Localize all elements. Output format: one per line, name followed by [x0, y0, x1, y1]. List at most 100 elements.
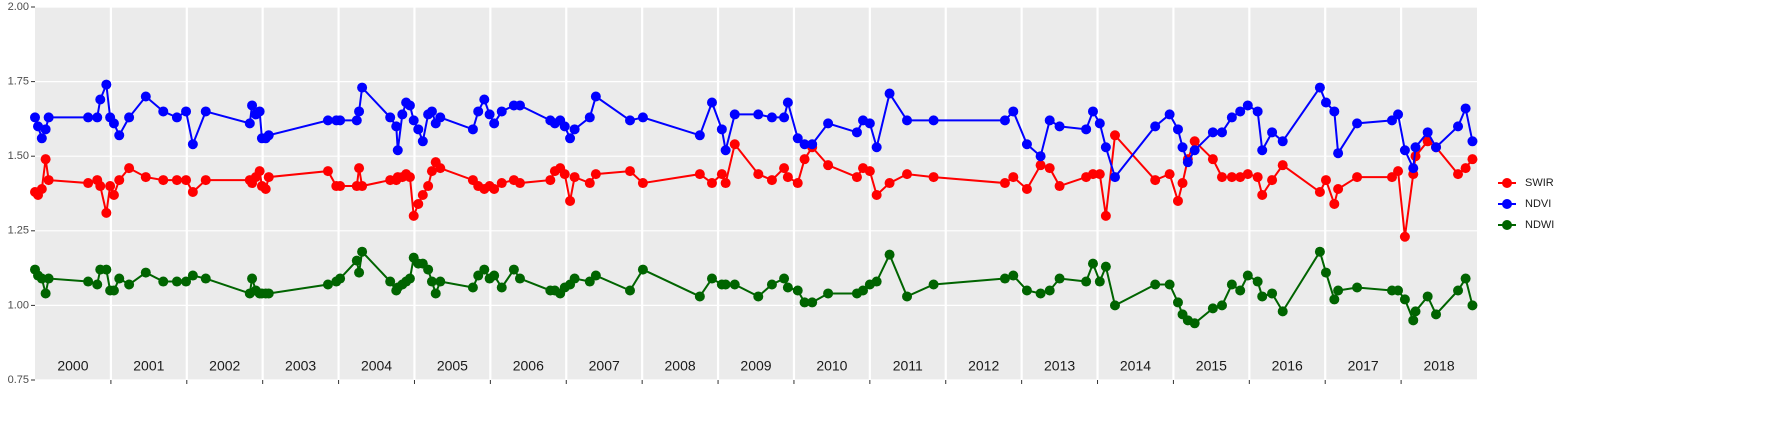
- data-point: [1035, 151, 1046, 162]
- x-band-label: 2001: [133, 358, 164, 374]
- data-point: [779, 112, 790, 123]
- data-point: [423, 181, 434, 192]
- data-point: [792, 133, 803, 144]
- data-point: [514, 178, 525, 189]
- data-point: [1422, 291, 1433, 302]
- data-point: [799, 154, 810, 165]
- x-band-label: 2002: [209, 358, 240, 374]
- data-point: [404, 273, 415, 284]
- data-point: [1333, 285, 1344, 296]
- data-point: [187, 270, 198, 281]
- data-point: [1207, 127, 1218, 138]
- data-point: [1150, 279, 1161, 290]
- data-point: [569, 172, 580, 183]
- data-point: [569, 273, 580, 284]
- data-point: [473, 106, 484, 117]
- data-point: [357, 82, 368, 93]
- data-point: [40, 154, 51, 165]
- legend-marker: [1502, 220, 1512, 230]
- data-point: [1226, 279, 1237, 290]
- data-point: [999, 115, 1010, 126]
- data-point: [1226, 112, 1237, 123]
- data-point: [694, 291, 705, 302]
- data-point: [1242, 100, 1253, 111]
- data-point: [1314, 246, 1325, 257]
- y-tick-label: 2.00: [8, 1, 29, 13]
- data-point: [625, 166, 636, 177]
- data-point: [782, 97, 793, 108]
- data-point: [779, 273, 790, 284]
- data-point: [479, 94, 490, 105]
- y-tick-label: 1.25: [8, 225, 29, 237]
- data-point: [1207, 154, 1218, 165]
- data-point: [1044, 115, 1055, 126]
- data-point: [254, 166, 265, 177]
- data-point: [397, 109, 408, 120]
- data-point: [999, 178, 1010, 189]
- data-point: [858, 285, 869, 296]
- data-point: [1393, 166, 1404, 177]
- data-point: [807, 297, 818, 308]
- data-point: [625, 115, 636, 126]
- data-point: [435, 276, 446, 287]
- data-point: [354, 163, 365, 174]
- panel: [35, 7, 1477, 380]
- data-point: [423, 264, 434, 275]
- data-point: [489, 270, 500, 281]
- data-point: [1408, 163, 1419, 174]
- data-point: [92, 279, 103, 290]
- data-point: [1100, 142, 1111, 153]
- data-point: [1150, 121, 1161, 132]
- data-point: [404, 100, 415, 111]
- data-point: [1081, 276, 1092, 287]
- data-point: [40, 288, 51, 299]
- data-point: [1094, 276, 1105, 287]
- data-point: [871, 276, 882, 287]
- data-point: [1277, 306, 1288, 317]
- data-point: [637, 112, 648, 123]
- data-point: [479, 264, 490, 275]
- data-point: [404, 172, 415, 183]
- data-point: [101, 264, 112, 275]
- data-point: [1087, 258, 1098, 269]
- data-point: [1189, 318, 1200, 329]
- data-point: [1329, 294, 1340, 305]
- data-point: [1267, 175, 1278, 186]
- data-point: [1008, 270, 1019, 281]
- data-point: [1094, 118, 1105, 129]
- data-point: [1044, 285, 1055, 296]
- data-point: [36, 133, 47, 144]
- data-point: [357, 181, 368, 192]
- data-point: [1410, 142, 1421, 153]
- data-point: [417, 189, 428, 200]
- data-point: [101, 79, 112, 90]
- data-point: [508, 264, 519, 275]
- data-point: [1267, 127, 1278, 138]
- data-point: [200, 106, 211, 117]
- data-point: [1044, 163, 1055, 174]
- data-point: [354, 106, 365, 117]
- data-point: [1242, 169, 1253, 180]
- x-band-label: 2016: [1272, 358, 1303, 374]
- data-point: [1320, 175, 1331, 186]
- data-point: [1422, 127, 1433, 138]
- data-point: [1399, 145, 1410, 156]
- data-point: [83, 112, 94, 123]
- data-point: [158, 276, 169, 287]
- data-point: [1177, 178, 1188, 189]
- data-point: [753, 169, 764, 180]
- data-point: [753, 109, 764, 120]
- data-point: [779, 163, 790, 174]
- data-point: [263, 130, 274, 141]
- data-point: [140, 91, 151, 102]
- data-point: [1352, 282, 1363, 293]
- data-point: [385, 276, 396, 287]
- data-point: [1182, 157, 1193, 168]
- data-point: [467, 124, 478, 135]
- x-band-label: 2003: [285, 358, 316, 374]
- data-point: [729, 109, 740, 120]
- data-point: [426, 166, 437, 177]
- data-point: [799, 297, 810, 308]
- data-point: [766, 279, 777, 290]
- data-point: [637, 178, 648, 189]
